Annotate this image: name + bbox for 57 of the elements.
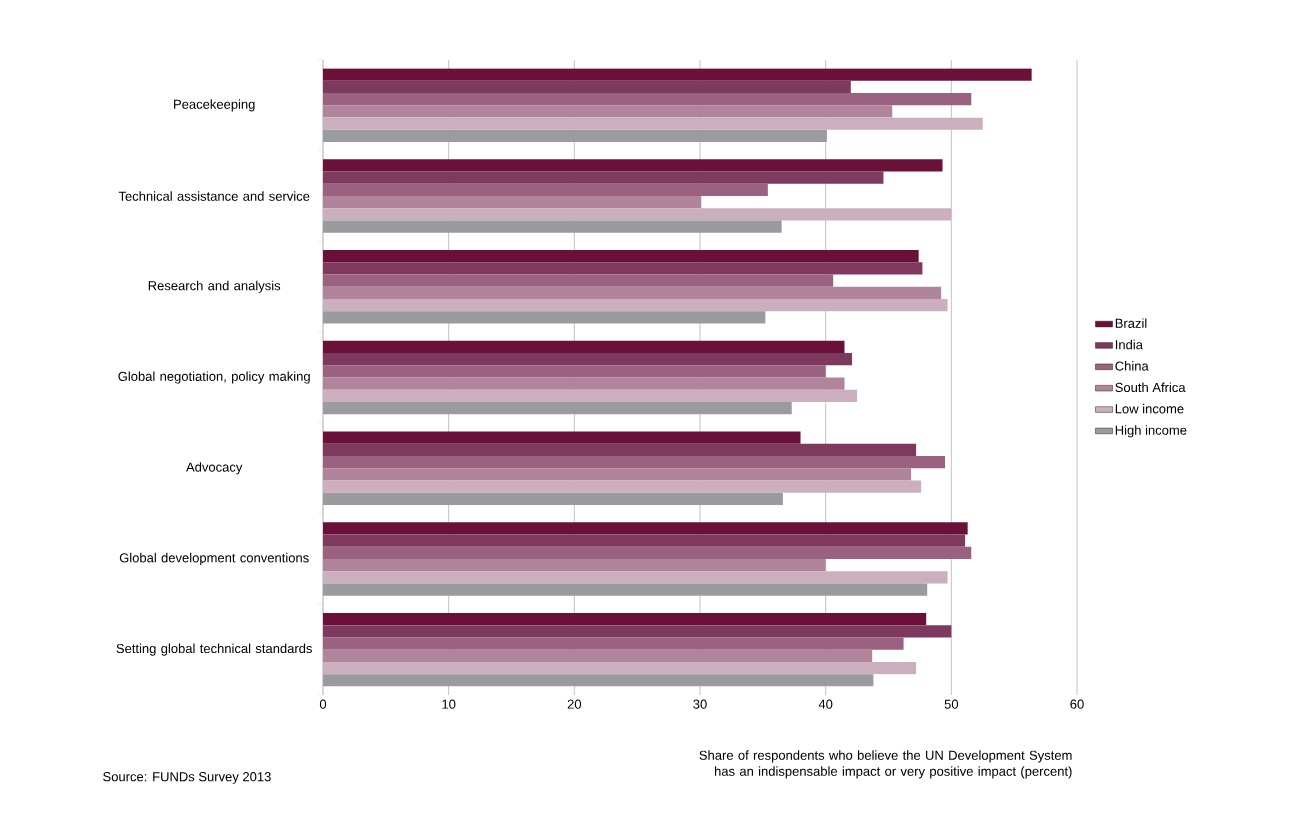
bar <box>323 80 851 94</box>
bar <box>323 443 917 456</box>
bar <box>323 183 768 197</box>
bar <box>323 522 968 535</box>
bar <box>323 171 884 184</box>
bar <box>323 117 983 130</box>
bar <box>323 196 702 209</box>
y-tick-label: Global negotiation, policy making <box>118 371 310 384</box>
bar <box>323 262 923 275</box>
y-tick-label: Advocacy <box>186 462 243 475</box>
bar <box>323 353 853 366</box>
bar <box>323 546 972 559</box>
x-tick-label: 10 <box>442 699 456 709</box>
bar <box>323 93 972 106</box>
x-axis-title: Share of respondents who believe the UN Development System has an indispensable impact or very positive impact (percent) <box>699 750 1072 779</box>
bar <box>323 340 845 353</box>
bar <box>323 661 917 675</box>
bar <box>323 159 943 172</box>
bar <box>323 431 801 444</box>
legend-label: South Africa <box>1115 382 1186 393</box>
legend-label: China <box>1115 361 1149 371</box>
bar <box>323 625 952 638</box>
bar <box>323 68 1032 81</box>
legend-label: India <box>1115 339 1143 350</box>
y-tick-label: Setting global technical standards <box>116 643 312 656</box>
bar <box>323 455 946 469</box>
bar <box>323 286 942 300</box>
bar <box>323 637 904 650</box>
x-tick-label: 20 <box>567 699 582 709</box>
bar <box>323 274 834 287</box>
x-tick-label: 40 <box>818 699 833 709</box>
y-tick-label: Technical assistance and service <box>118 191 310 201</box>
x-tick-label: 30 <box>693 699 707 709</box>
y-tick-label: Research and analysis <box>148 280 281 293</box>
bar <box>323 534 966 547</box>
y-tick-label: Peacekeeping <box>174 99 255 112</box>
source-note: Source: FUNDs Survey 2013 <box>103 772 271 784</box>
bar <box>323 105 893 118</box>
bar <box>323 299 948 312</box>
legend-label: High income <box>1115 425 1187 438</box>
x-tick-label: 60 <box>1070 699 1084 709</box>
x-tick-label: 50 <box>944 699 959 709</box>
bar <box>323 480 922 493</box>
bar <box>323 571 948 584</box>
bar <box>323 208 952 221</box>
x-tick-label: 0 <box>319 699 327 709</box>
y-tick-label: Global development conventions <box>119 552 309 565</box>
bar <box>323 389 858 402</box>
bar <box>323 365 826 378</box>
legend-label: Brazil <box>1115 318 1147 328</box>
bar <box>323 377 845 390</box>
legend-label: Low income <box>1115 403 1184 414</box>
bar <box>323 649 873 662</box>
bar <box>323 468 912 481</box>
bar <box>323 612 927 626</box>
bar <box>323 250 919 263</box>
bar <box>323 558 826 572</box>
